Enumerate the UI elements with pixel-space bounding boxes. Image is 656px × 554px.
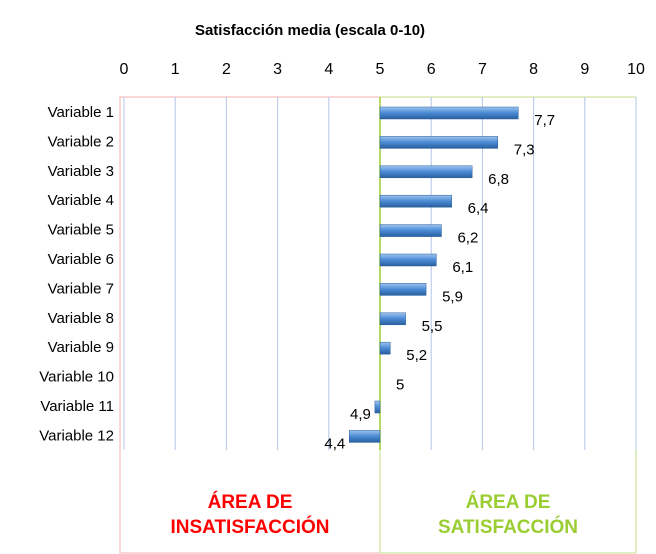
- chart-title: Satisfacción media (escala 0-10): [195, 22, 425, 39]
- bar: [379, 312, 406, 326]
- value-label: 7,3: [514, 141, 535, 158]
- value-label: 4,4: [324, 435, 345, 452]
- x-tick-label: 2: [222, 61, 231, 78]
- value-label: 5,5: [422, 318, 443, 335]
- bar: [379, 224, 442, 237]
- x-tick-label: 7: [478, 61, 487, 78]
- x-tick-label: 1: [171, 61, 180, 78]
- annotation: ÁREA DE: [466, 491, 551, 513]
- y-tick-label: Variable 4: [48, 192, 114, 209]
- x-tick-label: 4: [324, 61, 333, 78]
- y-tick-label: Variable 3: [48, 163, 114, 180]
- y-tick-label: Variable 12: [39, 427, 114, 444]
- value-label: 6,1: [452, 259, 473, 276]
- x-tick-label: 9: [580, 61, 589, 78]
- x-tick-label: 6: [427, 61, 436, 78]
- annotation: ÁREA DE: [208, 491, 293, 513]
- area-box: [379, 96, 637, 554]
- bar: [379, 341, 391, 355]
- y-tick-label: Variable 10: [39, 369, 114, 386]
- y-tick-label: Variable 1: [48, 104, 114, 121]
- value-label: 6,4: [468, 200, 489, 217]
- value-label: 5,9: [442, 288, 463, 305]
- bar: [379, 283, 427, 296]
- bar: [349, 430, 381, 443]
- y-tick-label: Variable 6: [48, 251, 114, 268]
- bar: [379, 253, 437, 267]
- y-tick-label: Variable 8: [48, 310, 114, 327]
- annotation: SATISFACCIÓN: [438, 516, 578, 538]
- area-box: [119, 96, 381, 554]
- bar: [379, 165, 473, 179]
- y-tick-label: Variable 7: [48, 280, 114, 297]
- bar: [379, 194, 452, 208]
- value-label: 7,7: [534, 112, 555, 129]
- y-tick-label: Variable 5: [48, 222, 114, 239]
- value-label: 4,9: [350, 406, 371, 423]
- x-tick-label: 3: [273, 61, 282, 78]
- x-tick-label: 10: [627, 61, 645, 78]
- bar: [379, 106, 519, 120]
- annotation: INSATISFACCIÓN: [170, 516, 329, 538]
- x-tick-label: 0: [120, 61, 129, 78]
- value-label: 5: [396, 377, 404, 394]
- value-label: 5,2: [406, 347, 427, 364]
- value-label: 6,2: [457, 230, 478, 247]
- value-label: 6,8: [488, 171, 509, 188]
- y-tick-label: Variable 2: [48, 133, 114, 150]
- bar: [374, 400, 381, 414]
- y-tick-label: Variable 9: [48, 339, 114, 356]
- x-tick-label: 5: [376, 61, 385, 78]
- x-tick-label: 8: [529, 61, 538, 78]
- y-tick-label: Variable 11: [40, 398, 114, 415]
- bar: [379, 136, 499, 149]
